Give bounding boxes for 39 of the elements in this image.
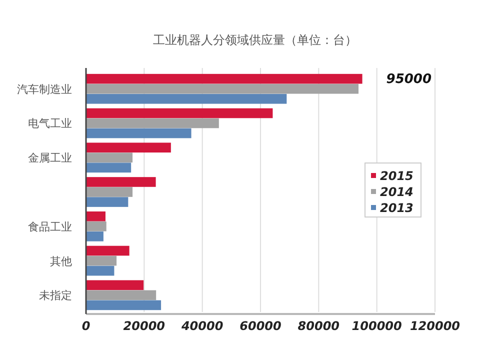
legend-label: 2013	[380, 201, 414, 215]
bar	[86, 290, 156, 300]
bar	[86, 152, 133, 163]
bar	[86, 231, 104, 242]
x-tick-label: 40000	[180, 319, 224, 333]
y-tick-label: 其他	[50, 254, 72, 268]
bar	[86, 266, 114, 276]
x-tick-label: 80000	[298, 319, 340, 333]
x-tick-label: 0	[82, 319, 90, 333]
bar	[86, 211, 106, 222]
bar	[86, 128, 192, 138]
y-tick-label: 电气工业	[28, 117, 72, 130]
bar	[86, 256, 117, 266]
bar	[86, 142, 171, 153]
bar	[86, 187, 133, 197]
legend-label: 2014	[380, 185, 414, 199]
y-tick-label: 食品工业	[28, 220, 72, 234]
y-tick-label: 未指定	[39, 289, 72, 302]
data-label: 95000	[386, 72, 432, 87]
y-tick-label: 汽车制造业	[17, 82, 72, 96]
bar	[86, 108, 273, 118]
chart-title: 工业机器人分领域供应量（单位：台）	[153, 33, 357, 47]
x-tick-label: 20000	[123, 319, 166, 333]
x-tick-label: 120000	[410, 319, 460, 333]
bar	[86, 84, 359, 94]
bar	[86, 162, 132, 173]
bar	[86, 74, 362, 84]
legend-label: 2015	[380, 169, 414, 183]
bar	[86, 177, 156, 187]
bar	[86, 197, 128, 207]
bar	[86, 280, 144, 290]
x-tick-label: 60000	[240, 319, 282, 333]
bar	[86, 221, 106, 232]
x-tick-label: 100000	[352, 319, 402, 333]
bar	[86, 246, 130, 256]
bar	[86, 94, 287, 104]
y-tick-label: 金属工业	[28, 152, 72, 165]
bar	[86, 118, 219, 128]
bar	[86, 300, 162, 310]
